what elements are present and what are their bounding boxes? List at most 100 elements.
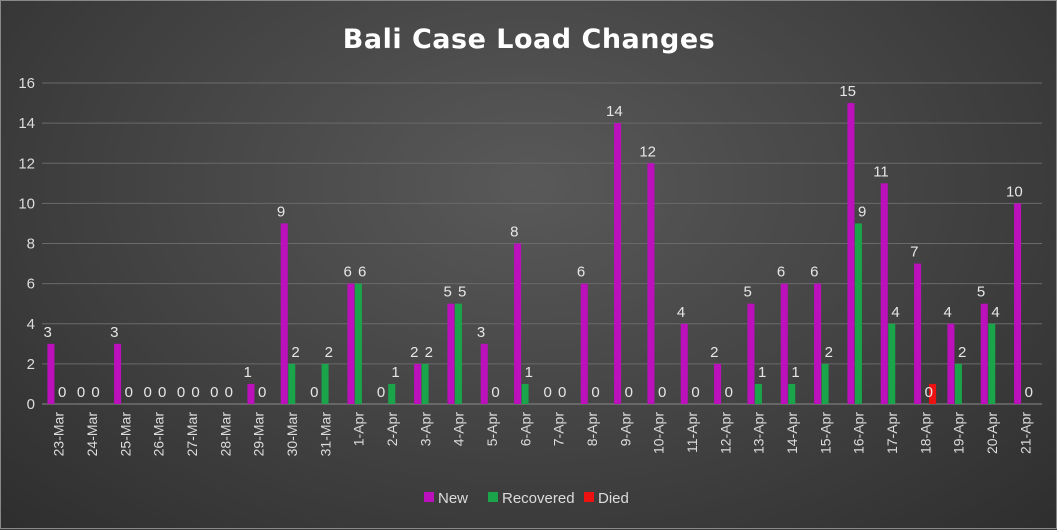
bar-recovered <box>288 363 296 404</box>
x-tick-label: 13-Apr <box>751 412 767 454</box>
y-tick-label: 10 <box>18 195 35 212</box>
data-label-recovered: 1 <box>791 364 799 381</box>
bar-new <box>447 303 455 404</box>
data-label-recovered: 6 <box>358 264 366 281</box>
x-tick-label: 31-Mar <box>317 412 333 457</box>
x-tick-label: 11-Apr <box>684 412 700 453</box>
data-label-recovered: 0 <box>258 384 266 401</box>
legend-swatch-new <box>424 492 434 502</box>
legend-swatch-recovered <box>488 492 498 502</box>
x-tick-label: 14-Apr <box>784 412 800 454</box>
data-label-new: 4 <box>677 304 685 321</box>
y-tick-label: 8 <box>27 236 35 253</box>
bar-recovered <box>388 383 396 404</box>
bar-new <box>280 223 288 404</box>
y-tick-label: 16 <box>18 75 35 92</box>
data-label-recovered: 0 <box>58 384 66 401</box>
data-label-recovered: 0 <box>1025 384 1033 401</box>
data-label-recovered: 2 <box>825 344 833 361</box>
bar-new <box>647 163 655 404</box>
data-label-new: 0 <box>310 384 318 401</box>
data-label-new: 5 <box>977 284 985 301</box>
x-tick-label: 27-Mar <box>184 412 200 457</box>
bar-new <box>414 363 422 404</box>
y-tick-label: 12 <box>18 155 35 172</box>
legend-swatch-died <box>584 492 594 502</box>
data-label-new: 0 <box>143 384 151 401</box>
bar-new <box>114 343 122 404</box>
x-tick-label: 12-Apr <box>717 412 733 454</box>
x-tick-label: 30-Mar <box>284 412 300 457</box>
data-label-recovered: 2 <box>958 344 966 361</box>
x-tick-label: 24-Mar <box>84 412 100 457</box>
data-label-new: 0 <box>377 384 385 401</box>
data-label-new: 15 <box>839 83 856 100</box>
bar-new <box>514 243 522 404</box>
bar-new <box>880 183 888 404</box>
x-tick-label: 29-Mar <box>251 412 267 457</box>
bar-new <box>347 283 355 404</box>
x-tick-label: 1-Apr <box>351 412 367 447</box>
data-label-recovered: 1 <box>391 364 399 381</box>
data-label-recovered: 0 <box>591 384 599 401</box>
data-label-recovered: 4 <box>991 304 999 321</box>
data-label-recovered: 0 <box>125 384 133 401</box>
bar-recovered <box>754 383 762 404</box>
legend-label-new: New <box>438 490 468 507</box>
data-label-new: 2 <box>710 344 718 361</box>
legend-label-died: Died <box>598 490 629 507</box>
y-tick-label: 0 <box>27 396 35 413</box>
x-axis-ticks: 23-Mar 24-Mar 25-Mar 26-Mar 27-Mar 28-Mar 29-M… <box>51 412 1034 457</box>
data-label-new: 2 <box>410 344 418 361</box>
bar-recovered <box>454 303 462 404</box>
data-label-recovered: 0 <box>191 384 199 401</box>
bars <box>47 103 1022 404</box>
data-label-recovered: 2 <box>325 344 333 361</box>
chart-title: Bali Case Load Changes <box>343 24 715 55</box>
data-label-recovered: 1 <box>758 364 766 381</box>
x-tick-label: 8-Apr <box>584 412 600 447</box>
bar-new <box>947 323 955 404</box>
data-label-new: 0 <box>210 384 218 401</box>
bar-new <box>714 363 722 404</box>
data-label-recovered: 0 <box>225 384 233 401</box>
bar-new <box>680 323 688 404</box>
bar-recovered <box>788 383 796 404</box>
data-label-new: 14 <box>606 103 623 120</box>
bar-new <box>914 263 922 404</box>
x-tick-label: 17-Apr <box>884 412 900 454</box>
x-tick-label: 23-Mar <box>51 412 67 457</box>
data-label-new: 6 <box>810 264 818 281</box>
bar-new <box>980 303 988 404</box>
x-tick-label: 2-Apr <box>384 412 400 447</box>
x-tick-label: 6-Apr <box>517 412 533 447</box>
data-label-new: 0 <box>543 384 551 401</box>
data-label-recovered: 2 <box>425 344 433 361</box>
x-tick-label: 3-Apr <box>417 412 433 447</box>
data-label-recovered: 0 <box>658 384 666 401</box>
data-label-new: 5 <box>743 284 751 301</box>
x-tick-label: 10-Apr <box>651 412 667 454</box>
data-label-new: 6 <box>577 264 585 281</box>
data-label-new: 6 <box>343 264 351 281</box>
bar-new <box>847 103 855 404</box>
y-tick-label: 14 <box>18 115 35 132</box>
data-label-new: 12 <box>639 143 656 160</box>
data-label-recovered: 4 <box>891 304 899 321</box>
bar-recovered <box>321 363 329 404</box>
data-label-new: 8 <box>510 224 518 241</box>
y-tick-label: 6 <box>27 276 35 293</box>
bar-new <box>747 303 755 404</box>
data-label-new: 3 <box>43 324 51 341</box>
data-label-recovered: 0 <box>558 384 566 401</box>
bar-died <box>929 383 937 404</box>
y-tick-label: 2 <box>27 356 35 373</box>
bar-new <box>47 343 55 404</box>
bar-new <box>780 283 788 404</box>
data-label-recovered: 5 <box>458 284 466 301</box>
x-tick-label: 21-Apr <box>1017 412 1033 454</box>
bar-recovered <box>521 383 529 404</box>
x-tick-label: 18-Apr <box>917 412 933 454</box>
